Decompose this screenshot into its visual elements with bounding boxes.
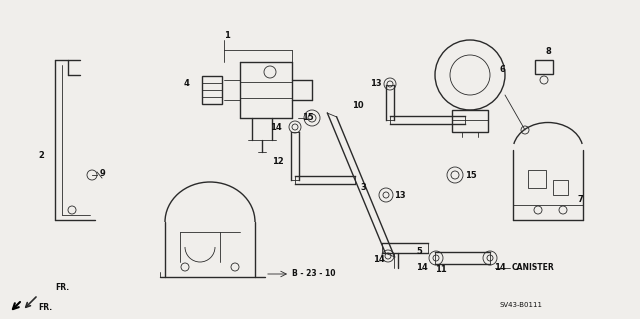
Text: 10: 10 (352, 100, 364, 109)
Bar (202, 76, 222, 104)
Text: 14: 14 (373, 256, 385, 264)
Text: 1: 1 (224, 31, 230, 40)
Text: 12: 12 (272, 158, 284, 167)
Text: 14: 14 (270, 122, 282, 131)
Text: SV43-B0111: SV43-B0111 (500, 302, 543, 308)
Bar (528, 170, 546, 188)
Text: FR.: FR. (38, 303, 52, 313)
Text: 6: 6 (500, 65, 506, 75)
Text: 14: 14 (416, 263, 428, 272)
Text: 13: 13 (370, 79, 381, 88)
Text: CANISTER: CANISTER (512, 263, 555, 272)
Text: 13: 13 (394, 190, 406, 199)
Text: 8: 8 (545, 48, 551, 56)
Text: 9: 9 (100, 169, 106, 179)
Bar (535, 60, 553, 74)
Text: 4: 4 (184, 79, 190, 88)
Text: 15: 15 (465, 170, 477, 180)
Text: FR.: FR. (55, 284, 69, 293)
Text: 14: 14 (494, 263, 506, 272)
Text: 7: 7 (578, 196, 584, 204)
Bar (452, 110, 488, 132)
Text: 15: 15 (302, 114, 314, 122)
Bar (553, 180, 568, 195)
Text: 3: 3 (360, 183, 365, 192)
Text: 11: 11 (435, 265, 447, 275)
Text: 2: 2 (38, 151, 44, 160)
Text: B - 23 - 10: B - 23 - 10 (292, 270, 335, 278)
Text: 5: 5 (416, 248, 422, 256)
